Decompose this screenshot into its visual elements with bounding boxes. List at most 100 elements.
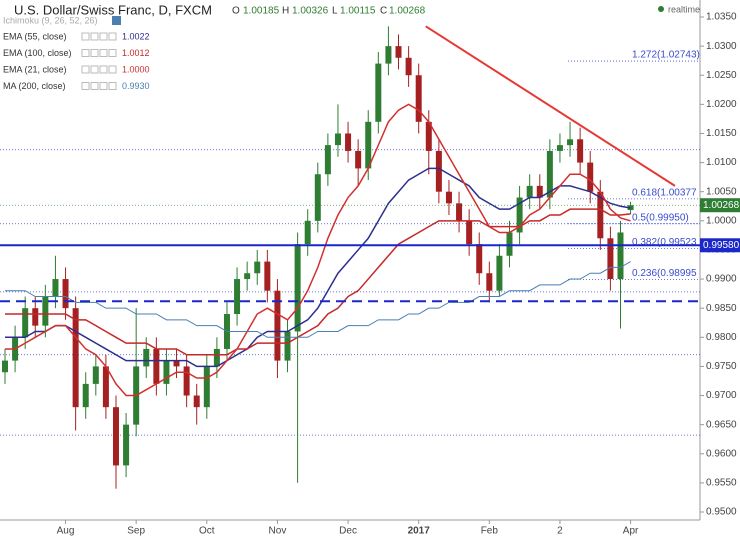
series-legend: EMA (55, close) 1.0022 EMA (100, close) 1.0…: [3, 31, 150, 91]
ohlc-open: 1.00185: [243, 6, 280, 17]
candle-body: [62, 279, 69, 309]
legend-icon: [99, 49, 108, 57]
candle-body: [324, 145, 331, 175]
candle-body: [334, 133, 341, 146]
fib-label: 1.272(1.02743): [632, 50, 700, 61]
y-tick-label: 0.9850: [706, 303, 737, 314]
indicator-name: Ichimoku (9, 26, 52, 26): [3, 15, 98, 25]
last-price-label: 1.00268: [703, 200, 740, 211]
indicator-line: [5, 103, 631, 397]
indicator-line: [5, 261, 631, 338]
status-dot: [658, 6, 664, 12]
candle-body: [72, 308, 79, 408]
legend-value: 1.0000: [122, 64, 150, 74]
legend-icon: [99, 32, 108, 41]
x-tick-label: Dec: [339, 526, 357, 537]
candle-body: [22, 308, 29, 338]
last-price-badge: [700, 198, 740, 213]
candle-body: [294, 244, 301, 332]
candle-body: [516, 197, 523, 233]
candle-body: [365, 121, 372, 169]
legend-icon: [90, 82, 99, 90]
candle-body: [546, 150, 553, 198]
y-tick-label: 1.0300: [706, 41, 737, 52]
candle-body: [526, 185, 533, 198]
candle-body: [567, 139, 574, 146]
candle-body: [607, 238, 614, 280]
candle-body: [345, 133, 352, 151]
candle-body: [173, 360, 180, 367]
candle-body: [486, 273, 493, 291]
candle-body: [143, 348, 150, 367]
ohlc-low: 1.00115: [340, 6, 376, 17]
candle-body: [42, 296, 49, 326]
candle-body: [587, 162, 594, 192]
candle-body: [183, 366, 190, 396]
candle-body: [203, 366, 210, 408]
y-tick-label: 1.0350: [706, 12, 737, 23]
candle-body: [476, 244, 483, 274]
y-tick-label: 0.9700: [706, 390, 737, 401]
y-tick-label: 0.9500: [706, 507, 737, 518]
legend-icon: [108, 32, 117, 41]
legend-icon: [90, 32, 99, 41]
legend-icon: [90, 65, 99, 74]
candle-body: [314, 174, 321, 221]
candle-body: [385, 46, 392, 64]
legend-name: EMA (55, close): [3, 31, 67, 41]
ohlc-h: H: [282, 6, 289, 17]
legend-icon: [99, 82, 108, 90]
candle-body: [254, 261, 261, 274]
y-tick-label: 1.0000: [706, 215, 737, 226]
candle-body: [456, 203, 463, 221]
candle-body: [536, 185, 543, 198]
candle-body: [304, 220, 311, 245]
candle-body: [274, 290, 281, 361]
legend-icon: [81, 65, 90, 74]
legend-icon: [81, 82, 90, 90]
legend-icon: [108, 49, 117, 57]
indicator-icon[interactable]: [112, 16, 121, 25]
candle-body: [234, 279, 241, 314]
candle-body: [466, 220, 473, 245]
legend-icon: [81, 32, 90, 41]
candle-body: [425, 121, 432, 151]
ohlc-c: C: [380, 6, 387, 17]
indicator-line: [5, 208, 631, 356]
candle-body: [577, 139, 584, 163]
y-tick-label: 0.9650: [706, 419, 737, 430]
plot: [2, 26, 634, 489]
legend-name: EMA (21, close): [3, 64, 67, 74]
fib-label: 0.382(0.99523: [632, 237, 697, 248]
x-tick-label: Feb: [481, 526, 499, 537]
candle-body: [556, 145, 563, 151]
fib-label: 0.5(0.99950): [632, 212, 689, 223]
candle-body: [32, 308, 39, 326]
legend: U.S. Dollar/Swiss Franc, D, FXCM O 1.001…: [3, 2, 700, 25]
ohlc-o: O: [232, 6, 240, 17]
legend-value: 1.0012: [122, 48, 150, 58]
ohlc-high: 1.00326: [292, 6, 329, 17]
candle-body: [123, 424, 130, 466]
candle-body: [193, 395, 200, 408]
candle-body: [617, 232, 624, 280]
candle-body: [355, 150, 362, 169]
candle-body: [445, 191, 452, 204]
status: realtime: [668, 4, 700, 14]
x-tick-label: Oct: [199, 526, 215, 537]
y-tick-label: 0.9750: [706, 361, 737, 372]
candle-body: [2, 360, 8, 373]
candle-body: [395, 46, 402, 58]
y-tick-label: 0.9800: [706, 332, 737, 343]
candle-body: [213, 348, 220, 367]
legend-icon: [81, 49, 90, 57]
x-tick-label: Apr: [623, 526, 639, 537]
y-tick-label: 0.9550: [706, 478, 737, 489]
ohlc-close: 1.00268: [389, 6, 426, 17]
candle-body: [163, 360, 170, 384]
candle-body: [92, 366, 99, 384]
x-tick-label: 2: [557, 526, 563, 537]
candle-body: [375, 63, 382, 122]
legend-value: 0.9930: [122, 81, 150, 91]
legend-icon: [108, 65, 117, 74]
